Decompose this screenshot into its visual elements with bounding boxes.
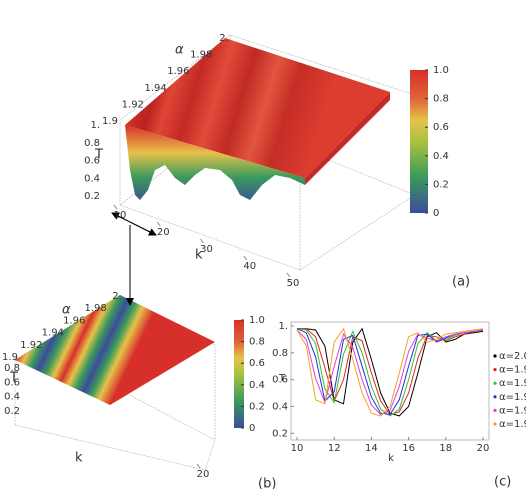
legend-label: α=1.96 — [499, 378, 526, 389]
legend-label: α=2.00 — [499, 351, 526, 362]
y-tick-label: 0.6 — [272, 375, 288, 386]
k-tick-label: 40 — [243, 261, 256, 272]
T-tick-label: 1. — [90, 120, 100, 131]
colorbar-tick-label: 0.8 — [433, 94, 449, 105]
colorbar-tick-label: 0.2 — [433, 179, 449, 190]
legend-label: α=1.98 — [499, 365, 526, 376]
alpha-tick-label: 1.98 — [190, 50, 212, 61]
alpha-tick-label: 1.96 — [63, 315, 85, 326]
tick-mark — [156, 221, 161, 227]
T-tick-label: 0.2 — [84, 191, 100, 202]
y-tick-label: 0.8 — [272, 348, 288, 359]
surface-b — [14, 294, 244, 471]
T-label: T — [94, 148, 103, 163]
k-tick-label: 30 — [200, 244, 213, 255]
series-line — [297, 327, 484, 417]
x-tick-label: 18 — [439, 443, 452, 454]
panel-label: (a) — [452, 275, 470, 290]
x-tick-label: 20 — [477, 443, 490, 454]
tick-mark — [200, 238, 204, 244]
alpha-tick-label: 1.92 — [20, 340, 42, 351]
colorbar-tick-label: 0.6 — [249, 358, 265, 369]
alpha-tick-label: 1.94 — [42, 328, 64, 339]
series-line — [296, 327, 484, 417]
x-tick-label: 12 — [328, 443, 341, 454]
alpha-tick-label: 1.94 — [144, 83, 166, 94]
legend-swatch — [493, 381, 497, 385]
T-tick-label: 0.2 — [4, 406, 20, 417]
colorbar-tick-label: 0 — [249, 423, 255, 434]
x-tick-label: 14 — [365, 443, 378, 454]
tick-mark — [113, 204, 118, 210]
legend-label: α=1.90 — [499, 419, 526, 430]
series-line — [296, 329, 484, 416]
k-label: k — [195, 248, 203, 263]
colorbar-tick-label: 0.4 — [433, 151, 449, 162]
alpha-tick-label: 1.98 — [84, 303, 106, 314]
y-tick-label: 0.4 — [272, 401, 288, 412]
y-label: T — [278, 373, 286, 384]
legend-swatch — [493, 368, 497, 372]
tick-mark — [286, 272, 291, 278]
legend-swatch — [493, 395, 497, 399]
arrow — [117, 215, 157, 236]
y-tick-label: 0.2 — [272, 428, 288, 439]
alpha-tick-label: 1.96 — [167, 66, 189, 77]
k-tick-label: 20 — [157, 227, 170, 238]
T-tick-label: 0.4 — [4, 392, 20, 403]
panel-label: (b) — [258, 477, 276, 489]
y-tick-label: 1. — [278, 321, 288, 332]
legend-label: α=1.92 — [499, 405, 526, 416]
colorbar-tick-label: 1.0 — [433, 65, 449, 76]
legend-swatch — [493, 422, 497, 426]
T-tick-label: 0.8 — [84, 138, 100, 149]
T-tick-label: 0.8 — [4, 363, 20, 374]
k-tick-label: 10 — [114, 210, 127, 221]
plot-frame — [290, 321, 490, 441]
alpha-label: α — [175, 43, 184, 58]
surface-a — [119, 34, 428, 271]
colorbar-tick-label: 0.6 — [433, 122, 449, 133]
alpha-tick-label: 1.9 — [2, 352, 18, 363]
alpha-tick-label: 2. — [112, 291, 122, 302]
k-tick-label: 20 — [197, 469, 210, 480]
panel-label: (c) — [494, 475, 511, 489]
alpha-tick-label: 1.92 — [122, 99, 144, 110]
alpha-label: α — [62, 303, 71, 318]
legend-swatch — [493, 354, 497, 358]
alpha-tick-label: 1.9 — [102, 116, 118, 127]
x-label: k — [388, 453, 394, 464]
T-tick-label: 0.6 — [84, 156, 100, 167]
k-label: k — [75, 451, 83, 466]
x-tick-label: 16 — [402, 443, 415, 454]
tick-mark — [243, 255, 248, 261]
series-line — [296, 328, 484, 417]
k-tick-label: 50 — [287, 278, 300, 289]
legend-label: α=1.94 — [499, 392, 526, 403]
T-tick-label: 0.6 — [4, 377, 20, 388]
colorbar-tick-label: 0.2 — [249, 401, 265, 412]
legend-swatch — [493, 408, 497, 412]
T-label: T — [9, 371, 18, 386]
tick-mark — [196, 463, 201, 469]
T-tick-label: 0.4 — [84, 173, 100, 184]
colorbar-tick-label: 0 — [433, 208, 439, 219]
colorbar-tick-label: 0.4 — [249, 380, 265, 391]
x-tick-label: 10 — [291, 443, 304, 454]
colorbar-tick-label: 1.0 — [249, 315, 265, 326]
alpha-tick-label: 2. — [219, 33, 229, 44]
colorbar-tick-label: 0.8 — [249, 337, 265, 348]
